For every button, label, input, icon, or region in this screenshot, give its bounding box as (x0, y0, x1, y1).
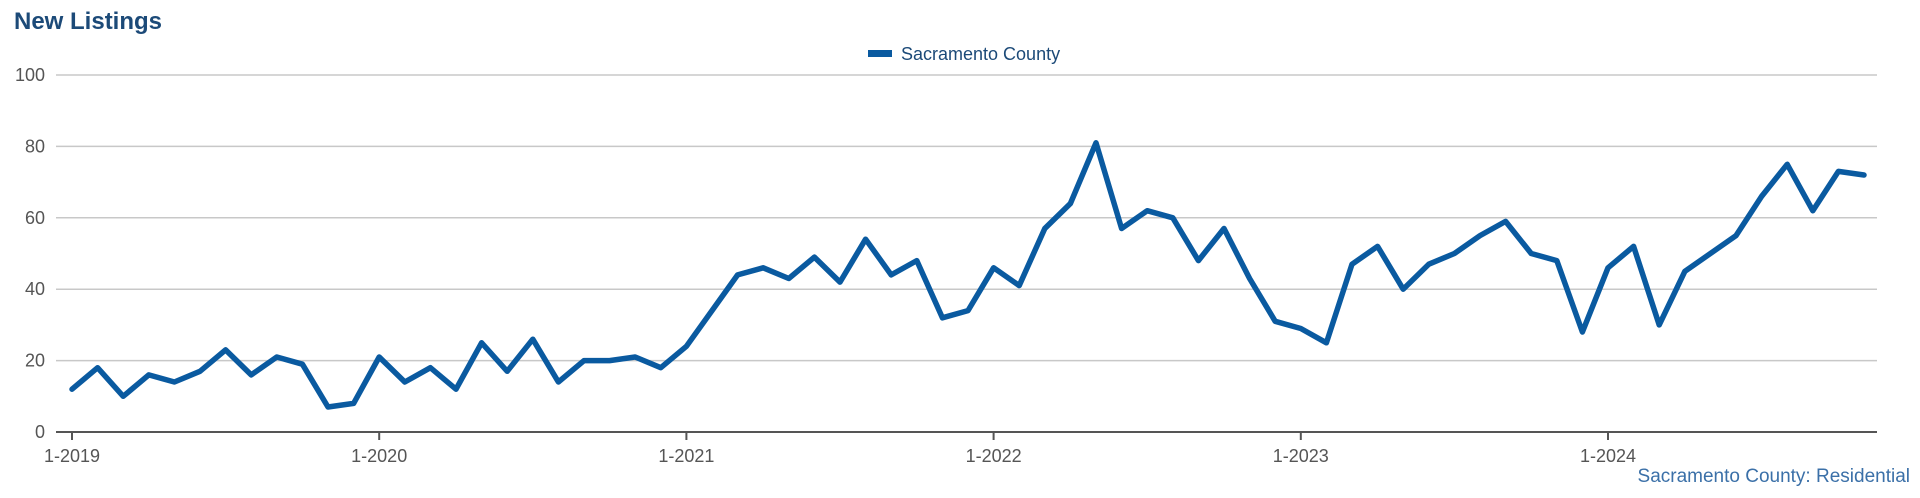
data-point (991, 265, 996, 270)
chart-title: New Listings (14, 8, 163, 35)
y-tick-label: 80 (25, 136, 45, 156)
data-point (1426, 262, 1431, 267)
data-point (1503, 219, 1508, 224)
data-point (1247, 276, 1252, 281)
y-tick-label: 60 (25, 208, 45, 228)
data-point (70, 387, 75, 392)
data-point (1273, 319, 1278, 324)
data-point (863, 237, 868, 242)
data-point (377, 355, 382, 360)
data-point (530, 337, 535, 342)
data-point (1119, 226, 1124, 231)
data-point (1094, 140, 1099, 145)
legend: Sacramento County (868, 44, 1060, 64)
data-point (402, 380, 407, 385)
data-point (1759, 194, 1764, 199)
y-tick-label: 40 (25, 279, 45, 299)
data-point (351, 401, 356, 406)
x-tick-label: 1-2021 (658, 446, 714, 466)
data-point (582, 358, 587, 363)
legend-swatch (868, 50, 892, 57)
data-point (838, 280, 843, 285)
data-point (1836, 169, 1841, 174)
data-point (812, 255, 817, 260)
x-axis: 1-2019 1-2020 1-2021 1-2022 1-2023 1-2024 (44, 431, 1877, 466)
data-point (966, 308, 971, 313)
data-point (326, 405, 331, 410)
data-point (1068, 201, 1073, 206)
data-point (1657, 322, 1662, 327)
data-point (1631, 244, 1636, 249)
series-line-0 (69, 140, 1867, 410)
data-point (121, 394, 126, 399)
data-point (556, 380, 561, 385)
data-point (1682, 269, 1687, 274)
data-point (633, 355, 638, 360)
data-point (1708, 251, 1713, 256)
data-point (1170, 215, 1175, 220)
data-point (454, 387, 459, 392)
grid-lines (56, 74, 1877, 362)
data-point (607, 358, 612, 363)
x-tick-label: 1-2019 (44, 446, 100, 466)
data-point (684, 344, 689, 349)
chart-footnote: Sacramento County: Residential (1637, 466, 1910, 487)
data-point (1478, 233, 1483, 238)
data-point (274, 355, 279, 360)
legend-label: Sacramento County (901, 44, 1060, 64)
data-point (889, 272, 894, 277)
data-point (1298, 326, 1303, 331)
data-point (1734, 233, 1739, 238)
data-point (1017, 283, 1022, 288)
data-point (914, 258, 919, 263)
data-point (1324, 340, 1329, 345)
x-tick-label: 1-2020 (351, 446, 407, 466)
x-tick-label: 1-2023 (1273, 446, 1329, 466)
data-point (300, 362, 305, 367)
y-tick-label: 0 (35, 422, 45, 442)
data-point (1810, 208, 1815, 213)
data-point (1401, 287, 1406, 292)
y-tick-label: 100 (15, 65, 45, 85)
data-point (1606, 265, 1611, 270)
data-point (735, 272, 740, 277)
series-layer (69, 140, 1867, 410)
data-point (479, 340, 484, 345)
y-tick-label: 20 (25, 351, 45, 371)
data-point (1145, 208, 1150, 213)
x-tick-label: 1-2022 (966, 446, 1022, 466)
data-point (146, 372, 151, 377)
data-point (786, 276, 791, 281)
data-point (1042, 226, 1047, 231)
data-point (1785, 162, 1790, 167)
data-point (198, 369, 203, 374)
data-point (1529, 251, 1534, 256)
x-tick-label: 1-2024 (1580, 446, 1636, 466)
y-axis-ticks: 0 20 40 60 80 100 (15, 65, 45, 442)
data-point (428, 365, 433, 370)
data-point (1452, 251, 1457, 256)
data-point (658, 365, 663, 370)
data-point (505, 369, 510, 374)
data-point (1862, 172, 1867, 177)
data-point (172, 380, 177, 385)
data-point (1350, 262, 1355, 267)
data-point (1554, 258, 1559, 263)
data-point (1580, 330, 1585, 335)
data-point (940, 315, 945, 320)
data-point (1222, 226, 1227, 231)
data-point (1196, 258, 1201, 263)
data-point (249, 372, 254, 377)
data-point (761, 265, 766, 270)
data-point (1375, 244, 1380, 249)
data-point (223, 347, 228, 352)
data-point (95, 365, 100, 370)
data-point (710, 308, 715, 313)
